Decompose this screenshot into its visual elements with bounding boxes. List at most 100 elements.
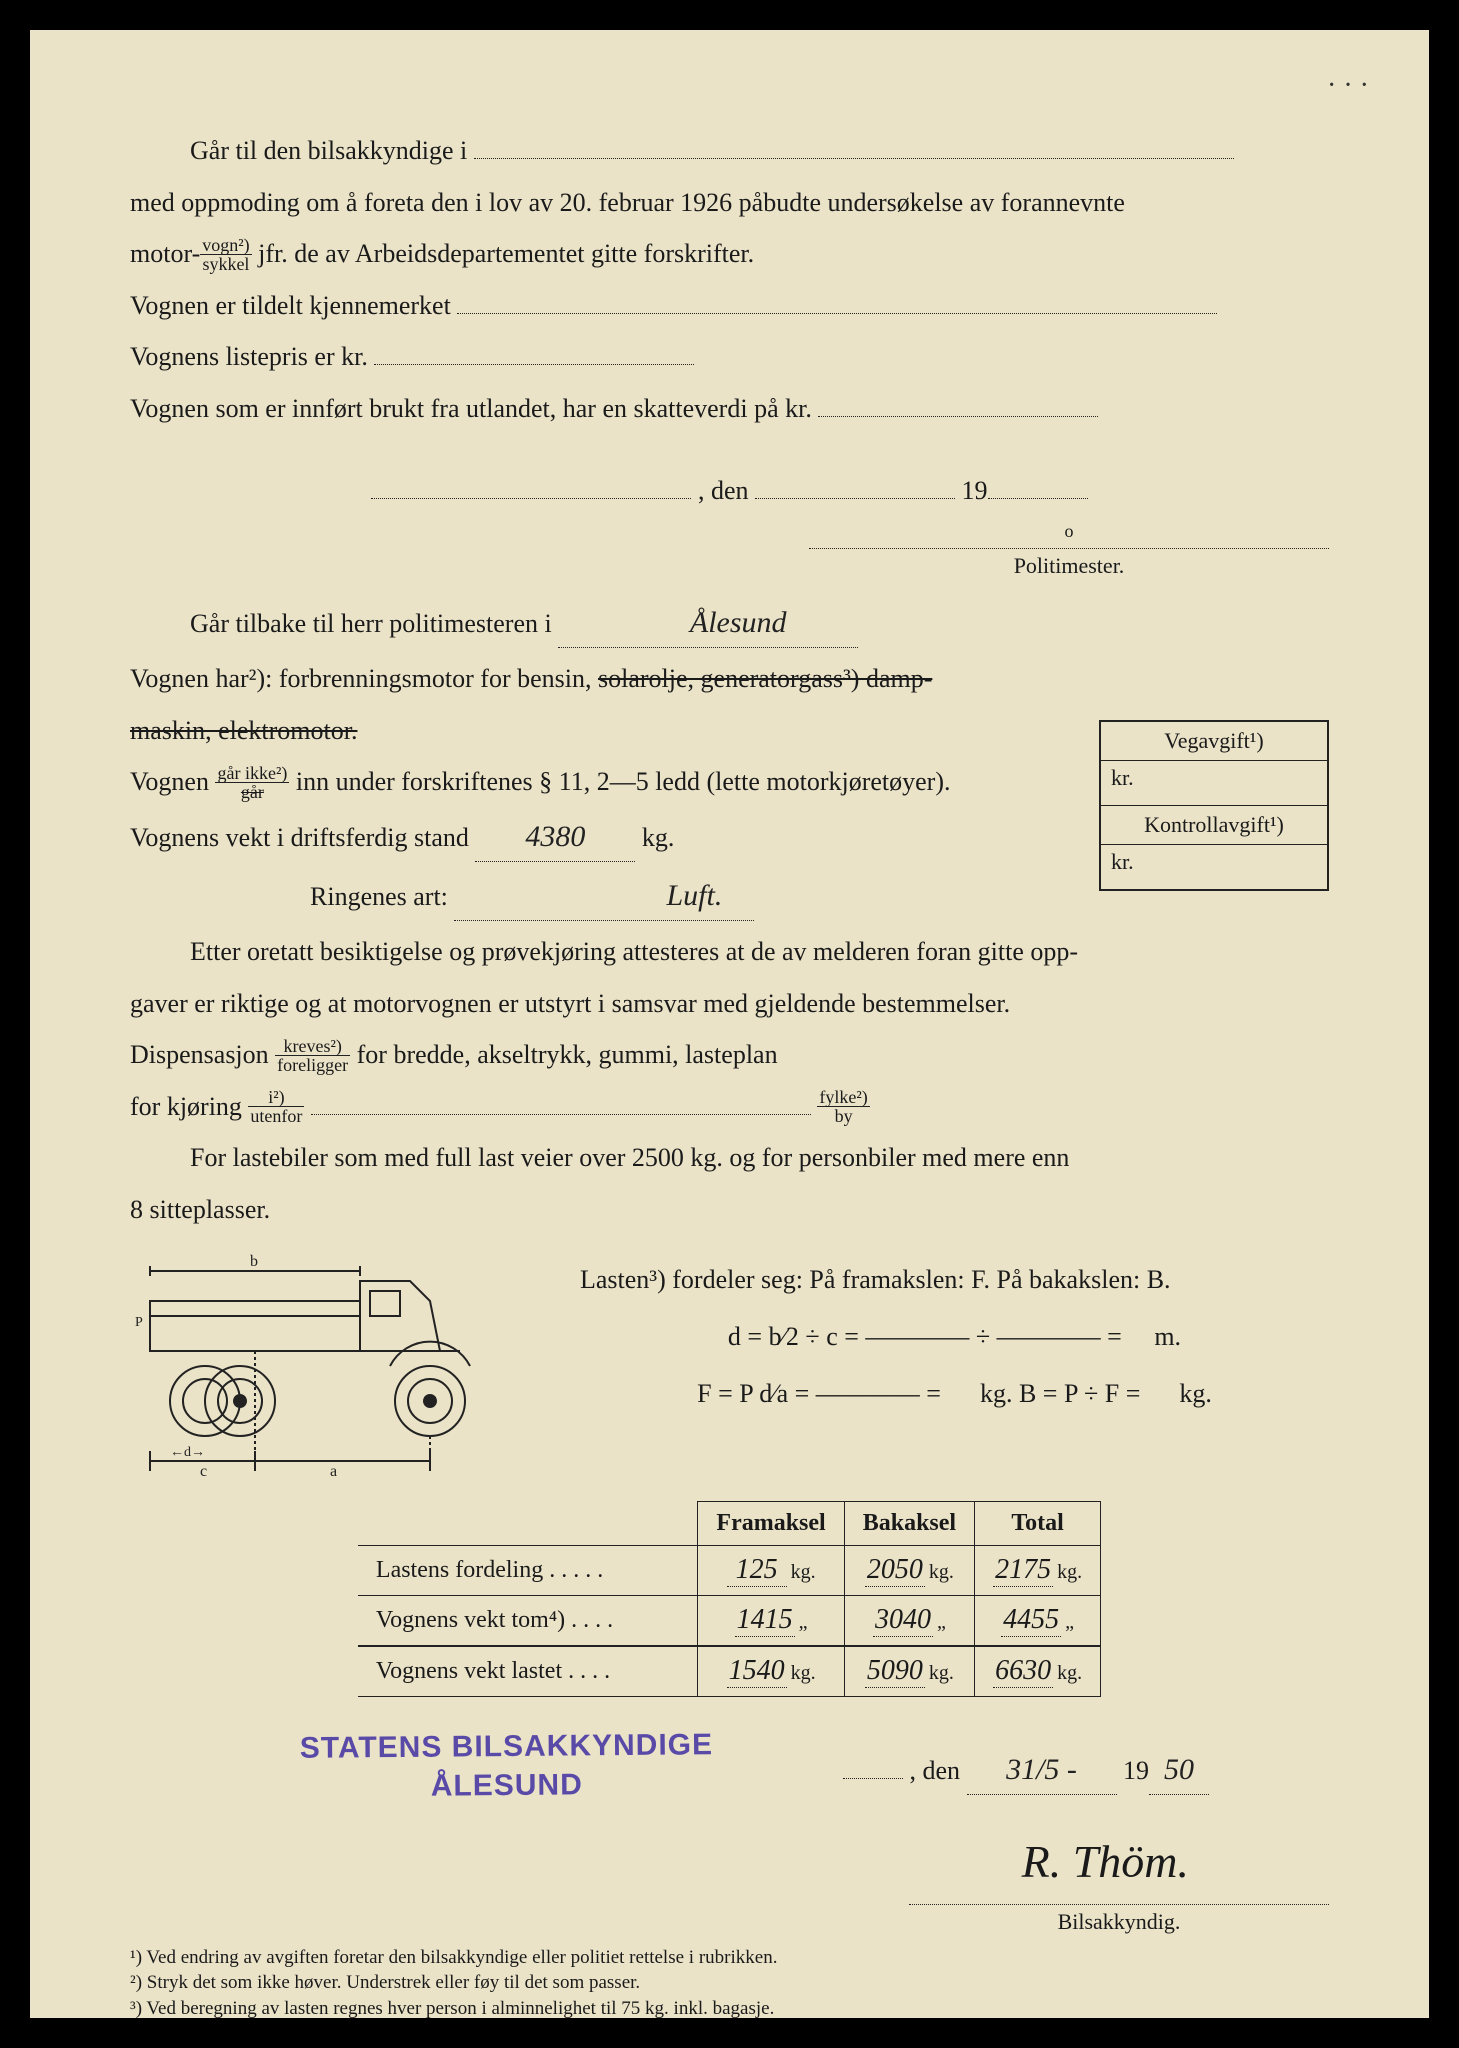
fn-text: ³) Ved beregning av lasten regnes hver p… bbox=[130, 1996, 774, 2018]
fill-year: 50 bbox=[1149, 1746, 1209, 1795]
formulas-block: Lasten³) fordeler seg: På framakslen: F.… bbox=[580, 1251, 1329, 1423]
unit: kg. bbox=[791, 1561, 816, 1583]
vegavgift-label: Vegavgift¹) bbox=[1101, 722, 1327, 761]
line-request: med oppmoding om å foreta den i lov av 2… bbox=[130, 182, 1329, 224]
frac-num: i²) bbox=[248, 1088, 304, 1107]
cell: 2050kg. bbox=[844, 1545, 974, 1595]
date-line-1: , den 19 bbox=[130, 470, 1329, 512]
fill-tiretype: Luft. bbox=[454, 872, 754, 921]
text: Går tilbake til herr politimesteren i bbox=[190, 609, 552, 638]
cell: 2175kg. bbox=[975, 1545, 1101, 1595]
footnote-3: ³) Ved beregning av lasten regnes hver p… bbox=[130, 1996, 1329, 2018]
col-bakaksel: Bakaksel bbox=[844, 1501, 974, 1545]
table-row: Lastens fordeling . . . . . 125kg. 2050k… bbox=[358, 1545, 1101, 1595]
line-motor: motor-vogn²)sykkel jfr. de av Arbeidsdep… bbox=[130, 233, 1329, 275]
text: kg. bbox=[642, 823, 675, 852]
text: Vognen er tildelt kjennemerket bbox=[130, 291, 451, 320]
col-total: Total bbox=[975, 1501, 1101, 1545]
cell: 1540kg. bbox=[698, 1646, 844, 1697]
frac-num: vogn²) bbox=[200, 236, 251, 255]
sig-line bbox=[809, 548, 1329, 549]
frac-den: utenfor bbox=[248, 1107, 304, 1125]
kontrollavgift-label: Kontrollavgift¹) bbox=[1101, 806, 1327, 845]
blank-authority bbox=[474, 130, 1234, 159]
diagram-row: b c ←d→ a P Lasten³) fordeler seg: På fr… bbox=[130, 1251, 1329, 1481]
svg-text:P: P bbox=[135, 1315, 143, 1330]
col-framaksel: Framaksel bbox=[698, 1501, 844, 1545]
footnote-1: ¹) Ved endring av avgiften foretar den b… bbox=[130, 1945, 1329, 1971]
text: Vognens listepris er kr. bbox=[130, 342, 368, 371]
frac-gaar: går ikke²)går bbox=[215, 764, 289, 801]
date-line-2: , den 31/5 - 1950 bbox=[843, 1746, 1209, 1795]
text: Vognen som er innført brukt fra utlandet… bbox=[130, 394, 812, 423]
fn-text: ¹) Ved endring av avgiften foretar den b… bbox=[130, 1945, 777, 1971]
weight-table: Framaksel Bakaksel Total Lastens fordeli… bbox=[358, 1501, 1101, 1697]
val: 5090 bbox=[865, 1655, 925, 1688]
bilsakkyndig-block: Bilsakkyndig. bbox=[909, 1898, 1329, 1935]
text: Går til den bilsakkyndige i bbox=[190, 136, 467, 165]
unit: „ bbox=[799, 1611, 808, 1633]
frac-num: fylke²) bbox=[817, 1088, 869, 1107]
stamp-date-row: STATENS BILSAKKYNDIGE ÅLESUND , den 31/5… bbox=[130, 1717, 1329, 1805]
text: 19 bbox=[962, 476, 988, 505]
frac-utenfor: i²)utenfor bbox=[248, 1088, 304, 1125]
fill-return-place: Ålesund bbox=[558, 599, 858, 648]
para-attest-b: gaver er riktige og at motorvognen er ut… bbox=[130, 983, 1329, 1025]
table-row: Vognens vekt tom⁴) . . . . 1415„ 3040„ 4… bbox=[358, 1595, 1101, 1646]
bilsakkyndig-row: Bilsakkyndig. bbox=[130, 1898, 1329, 1935]
fn-text: ²) Stryk det som ikke høver. Understrek … bbox=[130, 1970, 640, 1996]
politimester-block: o Politimester. bbox=[809, 521, 1329, 579]
text: jfr. de av Arbeidsdepartementet gitte fo… bbox=[258, 239, 754, 268]
cell: 1415„ bbox=[698, 1595, 844, 1646]
formula-d: d = b⁄2 ÷ c = ———— ÷ ———— = m. bbox=[580, 1308, 1329, 1365]
row-label: Vognens vekt tom⁴) . . . . bbox=[358, 1595, 698, 1646]
para-lastebiler: For lastebiler som med full last veier o… bbox=[130, 1137, 1329, 1179]
politimester-label: Politimester. bbox=[809, 553, 1329, 579]
text: for kjøring bbox=[130, 1092, 248, 1121]
frac-den: by bbox=[817, 1107, 869, 1125]
sig-line bbox=[909, 1904, 1329, 1905]
cell: 4455„ bbox=[975, 1595, 1101, 1646]
blank-year1 bbox=[988, 470, 1088, 499]
formula-f: F = P d⁄a = ———— = kg. B = P ÷ F = kg. bbox=[580, 1365, 1329, 1422]
blank-skatteverdi bbox=[818, 388, 1098, 417]
val: 4455 bbox=[1001, 1604, 1061, 1637]
text: motor- bbox=[130, 239, 200, 268]
line-forskriftenes: Vognen går ikke²)går inn under forskrift… bbox=[130, 761, 1030, 803]
text: Vognens vekt i driftsferdig stand bbox=[130, 823, 469, 852]
svg-text:←d→: ←d→ bbox=[170, 1445, 205, 1460]
text: inn under forskriftenes § 11, 2—5 ledd (… bbox=[296, 767, 951, 796]
formula-title: Lasten³) fordeler seg: På framakslen: F.… bbox=[580, 1251, 1329, 1308]
fee-box: Vegavgift¹) kr. Kontrollavgift¹) kr. bbox=[1099, 720, 1329, 891]
top-scribble: · · · bbox=[1327, 70, 1369, 102]
footnotes: ¹) Ved endring av avgiften foretar den b… bbox=[130, 1945, 1329, 2019]
frac-fylke-by: fylke²)by bbox=[817, 1088, 869, 1125]
val: 1415 bbox=[735, 1604, 795, 1637]
text: for bredde, akseltrykk, gummi, lasteplan bbox=[357, 1040, 778, 1069]
text: , den bbox=[909, 1756, 960, 1785]
frac-vogn-sykkel: vogn²)sykkel bbox=[200, 236, 251, 273]
cell: 6630kg. bbox=[975, 1646, 1101, 1697]
line-kjennemerket: Vognen er tildelt kjennemerket bbox=[130, 285, 1329, 327]
svg-text:a: a bbox=[330, 1463, 337, 1480]
val: 2175 bbox=[993, 1554, 1053, 1587]
table-row: Vognens vekt lastet . . . . 1540kg. 5090… bbox=[358, 1646, 1101, 1697]
vegavgift-kr: kr. bbox=[1101, 761, 1327, 806]
unit: kg. bbox=[929, 1561, 954, 1583]
val: 1540 bbox=[727, 1655, 787, 1688]
text: , den bbox=[698, 476, 749, 505]
val: 125 bbox=[727, 1554, 787, 1587]
unit: kg. bbox=[929, 1662, 954, 1684]
blank-listepris bbox=[374, 337, 694, 366]
frac-den: går bbox=[215, 783, 289, 801]
frac-num: kreves²) bbox=[275, 1037, 350, 1056]
frac-den: sykkel bbox=[200, 255, 251, 273]
line-motor-type: Vognen har²): forbrenningsmotor for bens… bbox=[130, 658, 1030, 700]
line-return: Går tilbake til herr politimesteren i Ål… bbox=[130, 599, 1329, 648]
svg-text:c: c bbox=[200, 1463, 207, 1480]
corner-cell bbox=[358, 1501, 698, 1545]
rubber-stamp: STATENS BILSAKKYNDIGE ÅLESUND bbox=[300, 1725, 714, 1807]
para-lastebiler-b: 8 sitteplasser. bbox=[130, 1189, 1329, 1231]
unit: „ bbox=[1065, 1611, 1074, 1633]
para-attest: Etter oretatt besiktigelse og prøvekjøri… bbox=[130, 931, 1329, 973]
